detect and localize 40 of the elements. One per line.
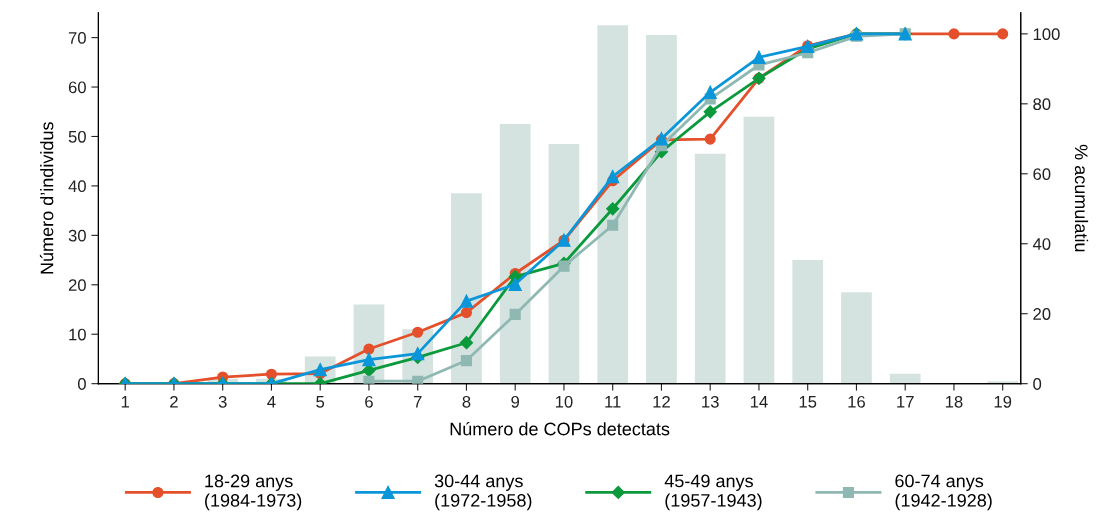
y-tick-label: 0 <box>77 378 86 390</box>
y2-tick-label: 80 <box>1033 98 1051 111</box>
legend-label: 30-44 anys (1972-1958) <box>434 474 532 511</box>
x-tick-label: 18 <box>945 395 963 408</box>
y-tick-label: 20 <box>68 279 86 291</box>
x-tick-label: 9 <box>511 395 520 408</box>
y-tick-label: 50 <box>68 130 86 143</box>
y-axis-title: Número d’individus <box>39 122 54 274</box>
x-tick-label: 5 <box>316 396 325 408</box>
x-tick-label: 11 <box>605 396 621 408</box>
y2-tick-label: 60 <box>1033 168 1051 180</box>
x-tick-label: 19 <box>994 395 1012 408</box>
y-tick-label: 40 <box>68 180 86 193</box>
x-tick-label: 8 <box>462 395 471 408</box>
x-axis-title: Número de COPs detectats <box>450 421 670 436</box>
legend-label: 45-49 anys (1957-1943) <box>664 474 762 511</box>
y-tick-label: 70 <box>68 32 86 44</box>
x-tick-label: 10 <box>555 395 573 408</box>
y2-tick-label: 100 <box>1033 28 1060 41</box>
x-tick-label: 2 <box>170 395 178 408</box>
y2-tick-label: 20 <box>1033 308 1051 320</box>
x-tick-label: 15 <box>799 396 817 408</box>
y2-tick-label: 0 <box>1033 378 1042 390</box>
legend-label: 60-74 anys (1942-1928) <box>895 474 992 511</box>
x-tick-label: 6 <box>365 395 373 408</box>
x-tick-label: 13 <box>702 395 719 408</box>
legend-label: 18-29 anys (1984-1973) <box>205 474 302 511</box>
y-tick-label: 60 <box>68 81 86 94</box>
x-tick-label: 12 <box>653 395 670 408</box>
y2-tick-label: 40 <box>1032 238 1051 250</box>
x-tick-label: 7 <box>413 396 422 408</box>
x-tick-label: 16 <box>848 395 865 408</box>
x-tick-label: 14 <box>750 396 768 408</box>
y-tick-label: 10 <box>69 328 86 341</box>
x-tick-label: 3 <box>218 395 227 408</box>
x-tick-label: 4 <box>267 396 276 408</box>
x-tick-label: 17 <box>897 396 914 408</box>
y-tick-label: 30 <box>68 229 86 242</box>
y2-axis-title: % acumulatiu <box>1074 144 1089 252</box>
x-tick-label: 1 <box>121 396 130 408</box>
